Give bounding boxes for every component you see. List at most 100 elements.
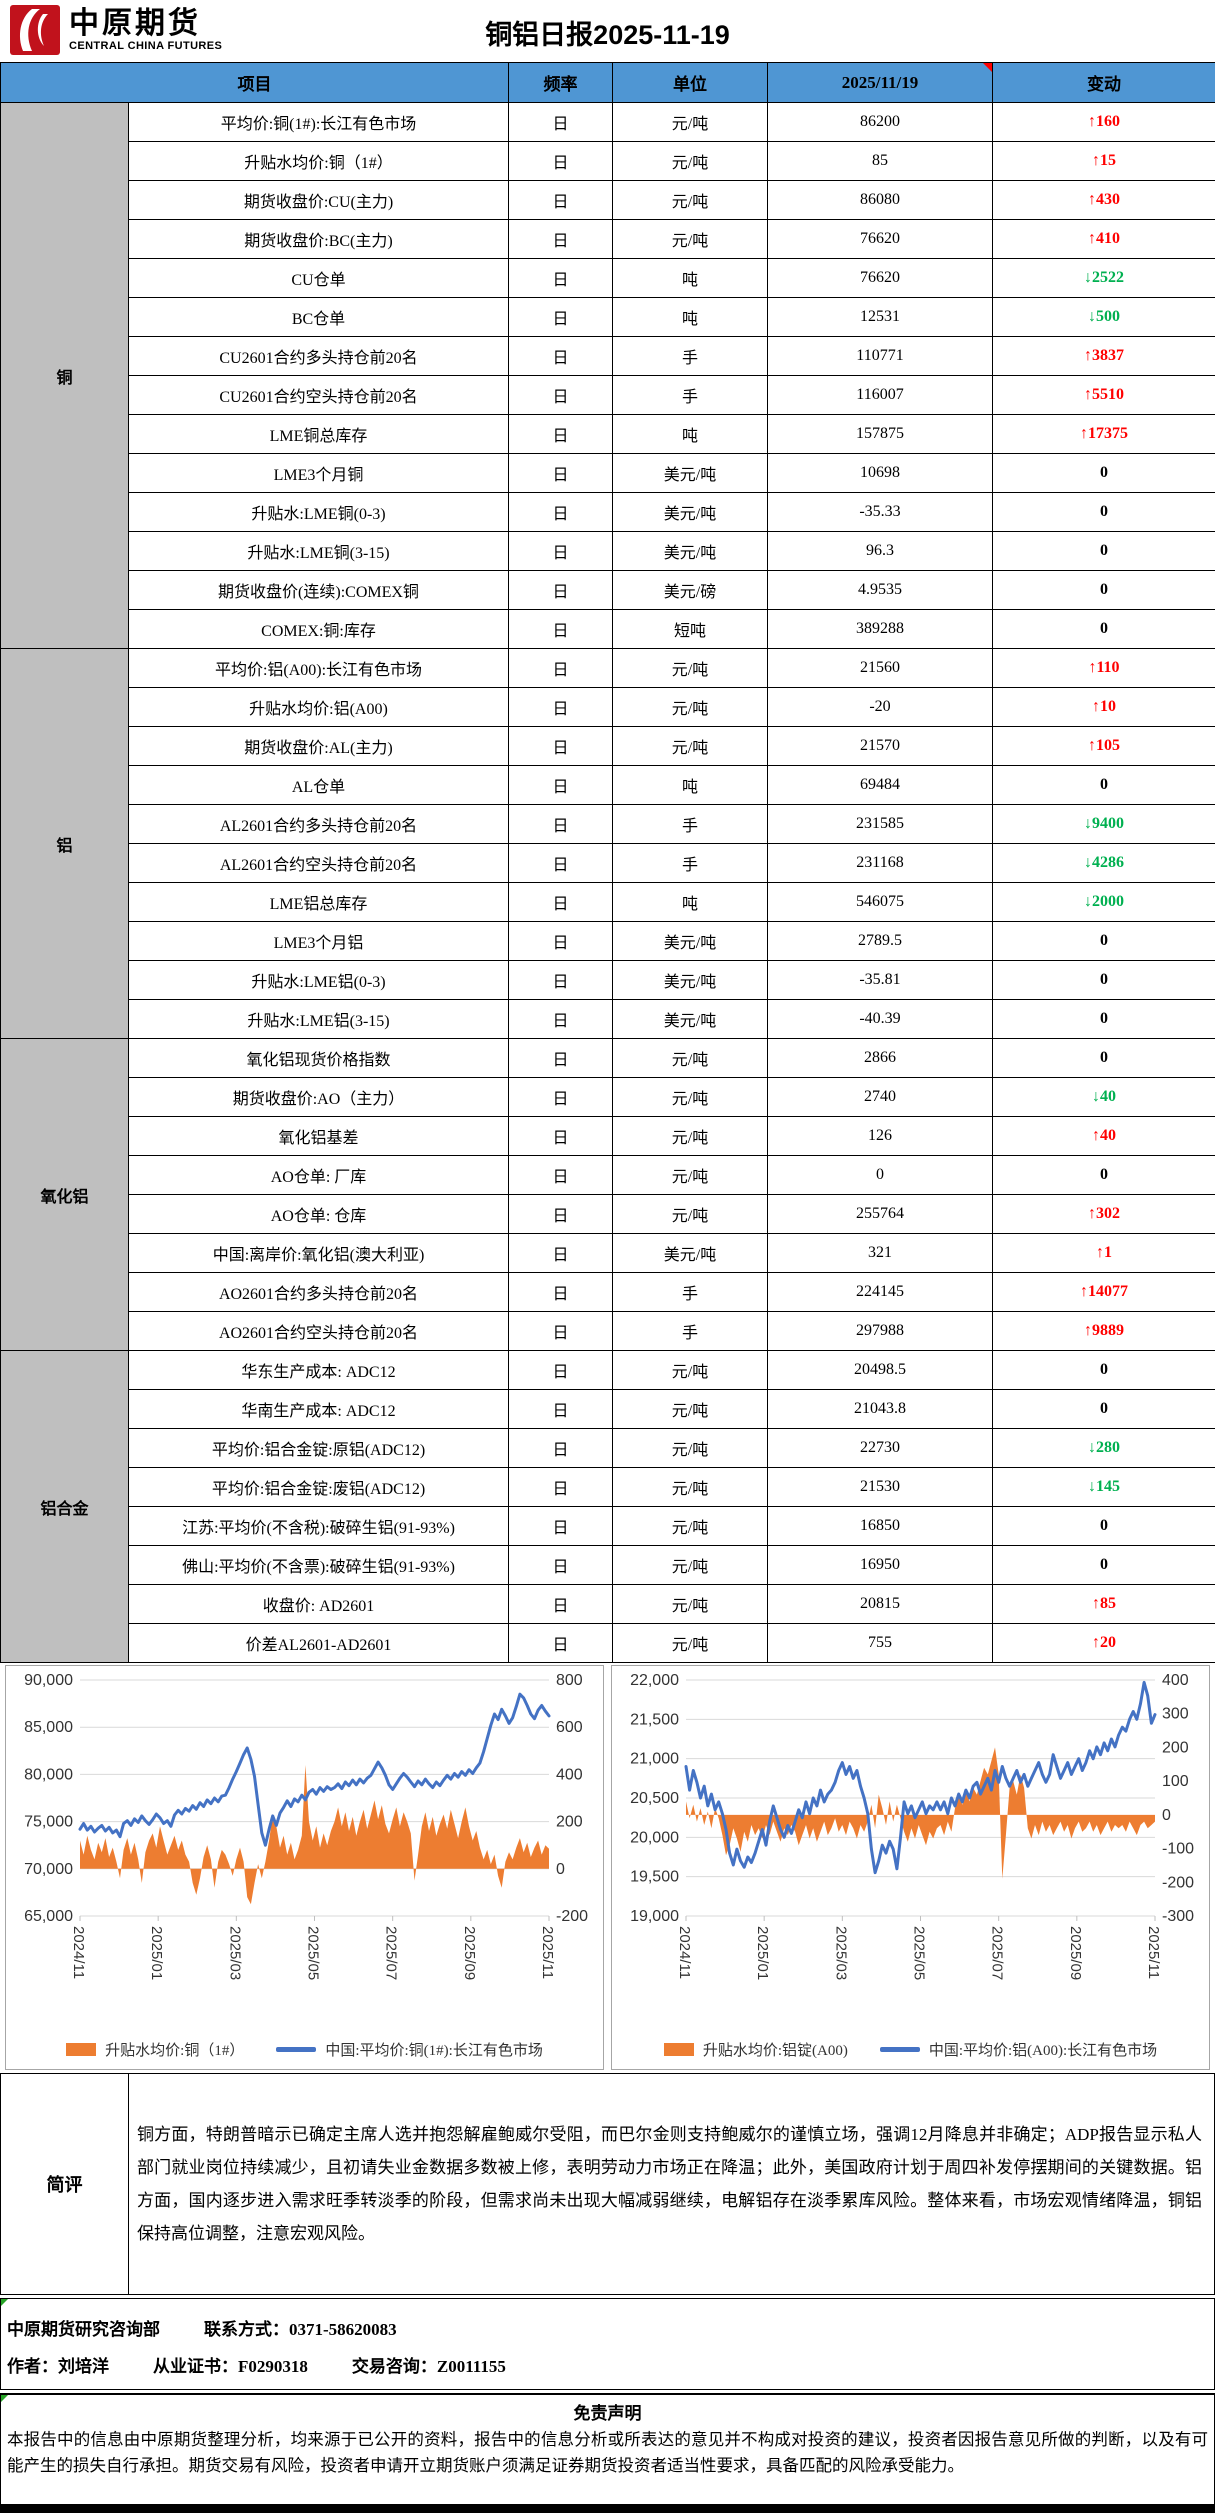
change-cell: 0 [992,1350,1215,1390]
table-row: LME3个月铜日美元/吨 10698 0 [1,453,1215,493]
value-cell: 86080 [767,180,993,220]
unit-cell: 元/吨 [612,1116,768,1156]
freq-cell: 日 [508,648,613,688]
aluminum-chart: 22,000 21,500 21,000 20,500 20,000 19,500 19,0… [630,1672,1194,1980]
item-cell: AO仓单: 仓库 [128,1194,509,1234]
item-cell: LME3个月铝 [128,921,509,961]
table-row: 期货收盘价:CU(主力) 日元/吨 86080 ↑430 [1,180,1215,220]
unit-cell: 短吨 [612,609,768,649]
freq-cell: 日 [508,1506,613,1546]
unit-cell: 手 [612,1272,768,1312]
item-cell: AO2601合约空头持仓前20名 [128,1311,509,1351]
freq-cell: 日 [508,726,613,766]
change-cell: ↓2522 [992,258,1215,298]
company-logo: 中原期货 CENTRAL CHINA FUTURES [10,5,222,55]
change-cell: ↑20 [992,1623,1215,1663]
charts-row: 90,000 85,000 80,000 75,000 70,000 65,000 800 6… [0,1663,1215,2070]
table-row: 华南生产成本: ADC12 日元/吨 21043.8 0 [1,1389,1215,1429]
freq-cell: 日 [508,1545,613,1585]
change-cell: 0 [992,765,1215,805]
left-axis-tick-label: 90,000 [24,1672,73,1689]
legend-line-swatch-icon [276,2046,317,2052]
freq-cell: 日 [508,1116,613,1156]
change-cell: ↑10 [992,687,1215,727]
change-cell: ↑110 [992,648,1215,688]
disclaimer-section: 免责声明 本报告中的信息由中原期货整理分析，均来源于已公开的资料，报告中的信息分… [0,2393,1215,2513]
value-cell: 126 [767,1116,993,1156]
table-row: LME铜总库存日吨 157875 ↑17375 [1,414,1215,454]
right-axis-tick-label: 100 [1162,1773,1189,1790]
legend-label: 中国:平均价:铝(A00):长江有色市场 [928,2042,1158,2059]
unit-cell: 美元/吨 [612,921,768,961]
copper-chart-panel: 90,000 85,000 80,000 75,000 70,000 65,000 800 6… [5,1665,604,2070]
price-line-series [78,1692,551,1847]
value-cell: 69484 [767,765,993,805]
change-cell: 0 [992,1155,1215,1195]
x-axis-tick-label: 2025/07 [383,1926,400,1980]
unit-cell: 美元/吨 [612,531,768,571]
unit-cell: 美元/吨 [612,999,768,1039]
change-cell: ↑105 [992,726,1215,766]
item-cell: 平均价:铝合金锭:原铝(ADC12) [128,1428,509,1468]
legend-area-swatch-icon [663,2042,694,2056]
item-cell: CU仓单 [128,258,509,298]
item-cell: 平均价:铝合金锭:废铝(ADC12) [128,1467,509,1507]
table-row: AL仓单日吨 69484 0 [1,765,1215,805]
x-axis-tick-label: 2025/11 [539,1926,556,1979]
unit-cell: 元/吨 [612,219,768,259]
right-axis-tick-label: 200 [556,1814,583,1831]
value-cell: 10698 [767,453,993,493]
value-cell: 76620 [767,219,993,259]
item-cell: CU2601合约空头持仓前20名 [128,375,509,415]
unit-cell: 元/吨 [612,726,768,766]
group-label: 氧化铝 [0,1038,129,1351]
page-title: 铜铝日报2025-11-19 [485,20,730,50]
unit-cell: 吨 [612,882,768,922]
change-cell: ↑40 [992,1116,1215,1156]
freq-cell: 日 [508,1350,613,1390]
value-cell: 12531 [767,297,993,337]
freq-cell: 日 [508,570,613,610]
company-name: 中原期货 CENTRAL CHINA FUTURES [69,8,222,52]
freq-cell: 日 [508,531,613,571]
left-axis-tick-label: 70,000 [24,1861,73,1878]
item-cell: 氧化铝基差 [128,1116,509,1156]
table-row: COMEX:铜:库存日短吨 389288 0 [1,609,1215,649]
x-axis-tick-label: 2025/03 [226,1926,243,1980]
right-axis-tick-label: 600 [556,1719,583,1736]
value-cell: 157875 [767,414,993,454]
table-row: 佛山:平均价(不含票):破碎生铝(91-93%) 日元/吨 16950 0 [1,1545,1215,1585]
value-cell: -35.33 [767,492,993,532]
table-row: 升贴水:LME铜(3-15) 日美元/吨 96.3 0 [1,531,1215,571]
column-header-3: 2025/11/19 [767,62,993,103]
unit-cell: 元/吨 [612,102,768,142]
table-row: 铝合金 华东生产成本: ADC12 日元/吨 20498.5 0 [0,1350,1215,1663]
value-cell: 4.9535 [767,570,993,610]
table-row: 升贴水:LME铝(0-3) 日美元/吨 -35.81 0 [1,960,1215,1000]
item-cell: AO2601合约多头持仓前20名 [128,1272,509,1312]
freq-cell: 日 [508,1311,613,1351]
change-cell: ↑15 [992,141,1215,181]
table-row: 期货收盘价:BC(主力) 日元/吨 76620 ↑410 [1,219,1215,259]
value-cell: 231168 [767,843,993,883]
table-row: AO仓单: 厂库日元/吨 0 0 [1,1155,1215,1195]
value-cell: 755 [767,1623,993,1663]
change-cell: ↓2000 [992,882,1215,922]
copper-chart: 90,000 85,000 80,000 75,000 70,000 65,000 800 6… [24,1672,588,1980]
change-cell: 0 [992,531,1215,571]
unit-cell: 美元/吨 [612,960,768,1000]
change-cell: 0 [992,492,1215,532]
change-cell: 0 [992,1506,1215,1546]
value-cell: 2789.5 [767,921,993,961]
table-row: 铝平均价:铝(A00):长江有色市场日元/吨 21560 ↑110 [0,648,1215,1039]
table-row: 期货收盘价(连续):COMEX铜日美元/磅 4.9535 0 [1,570,1215,610]
item-cell: 收盘价: AD2601 [128,1584,509,1624]
value-cell: 21570 [767,726,993,766]
table-row: 升贴水均价:铜（1#）日元/吨 85 ↑15 [1,141,1215,181]
item-cell: 升贴水:LME铜(3-15) [128,531,509,571]
group-label: 铝 [0,648,129,1039]
value-cell: 321 [767,1233,993,1273]
table-row: 铜平均价:铜(1#):长江有色市场日元/吨 86200 ↑160 [0,102,1215,649]
x-axis-tick-label: 2025/05 [305,1926,322,1980]
legend-label: 中国:平均价:铜(1#):长江有色市场 [325,2042,543,2059]
